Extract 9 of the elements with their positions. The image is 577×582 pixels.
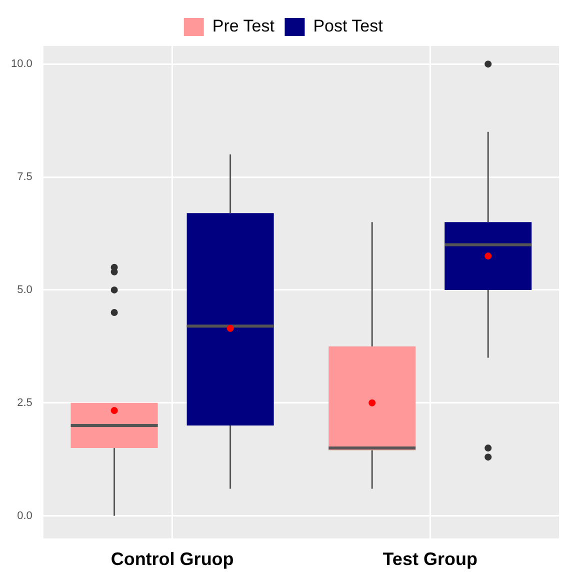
y-tick-label: 10.0 bbox=[10, 58, 32, 70]
x-tick-label: Test Group bbox=[382, 549, 478, 570]
y-tick-label: 0.0 bbox=[17, 510, 32, 522]
x-tick-label: Control Gruop bbox=[110, 549, 234, 570]
legend-label: Pre Test bbox=[212, 16, 275, 36]
y-tick-label: 5.0 bbox=[17, 284, 32, 296]
y-tick-label: 2.5 bbox=[17, 396, 32, 409]
y-tick-label: 7.5 bbox=[17, 171, 32, 184]
legend-label: Post Test bbox=[313, 16, 384, 36]
